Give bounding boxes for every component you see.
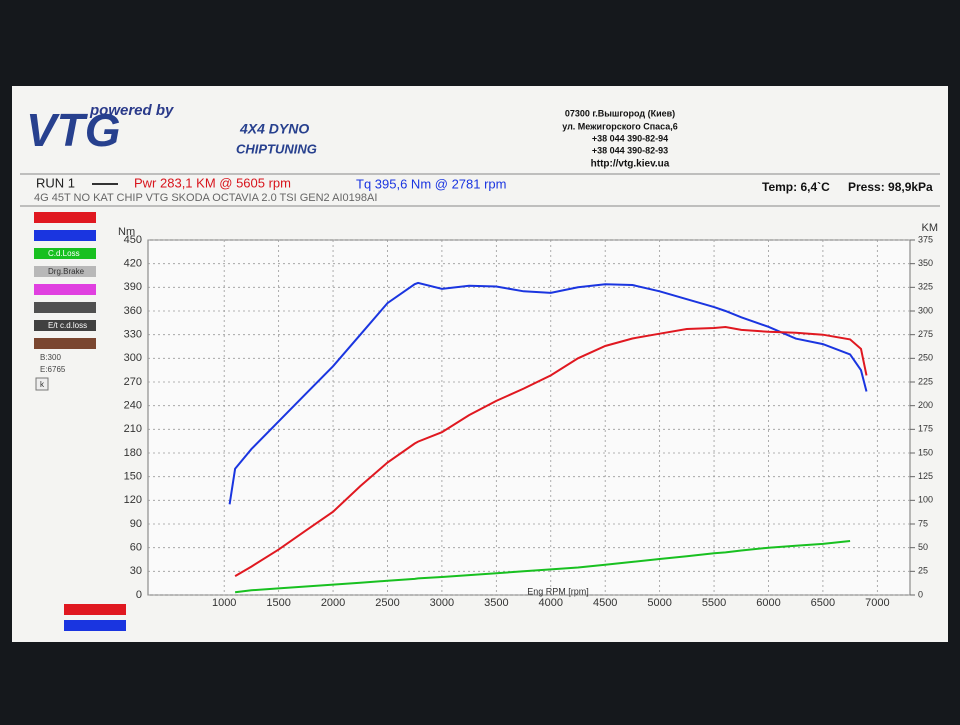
x-tick-label: 5500 — [702, 597, 726, 609]
channel[interactable] — [34, 338, 96, 349]
channel-label: E/t c.d.loss — [48, 321, 87, 330]
y-tick-label: 450 — [124, 234, 142, 246]
run-description: 4G 45T NO KAT CHIP VTG SKODA OCTAVIA 2.0… — [34, 192, 377, 204]
x-tick-label: 6500 — [811, 597, 835, 609]
button[interactable] — [35, 377, 49, 391]
y2-tick-label: 275 — [918, 329, 933, 339]
brand: VTG — [26, 104, 121, 156]
y2-tick-label: 250 — [918, 353, 933, 363]
y-tick-label: 270 — [124, 376, 142, 388]
y2-tick-label: 350 — [918, 258, 933, 268]
begin-rpm: B:300 — [40, 353, 61, 362]
x-tick-label: 4500 — [593, 597, 617, 609]
y2-tick-label: 75 — [918, 518, 928, 528]
x-axis-label: Eng RPM [rpm] — [527, 586, 589, 596]
series-line — [234, 540, 851, 594]
y-tick-label: 60 — [130, 542, 142, 554]
x-tick-label: 2000 — [321, 597, 345, 609]
series-line — [234, 325, 868, 577]
x-tick-label: 3500 — [484, 597, 508, 609]
y2-tick-label: 200 — [918, 400, 933, 410]
channel[interactable] — [34, 266, 96, 277]
channel[interactable] — [34, 284, 96, 295]
x-tick-label: 3000 — [430, 597, 454, 609]
x-tick-label: 7000 — [865, 597, 889, 609]
y-tick-label: 0 — [136, 589, 142, 601]
run-torque: Tq 395,6 Nm @ 2781 rpm — [356, 176, 506, 191]
y2-tick-label: 50 — [918, 542, 928, 552]
address: +38 044 390-82-93 — [592, 145, 668, 155]
x-tick-label: 1500 — [266, 597, 290, 609]
channel[interactable] — [34, 248, 96, 259]
y2-tick-label: 375 — [918, 234, 933, 244]
channel-label: C.d.Loss — [48, 249, 80, 258]
y-tick-label: 120 — [124, 494, 142, 506]
address: +38 044 390-82-94 — [592, 133, 668, 143]
run-name: RUN 1 — [36, 175, 75, 190]
channel[interactable] — [34, 302, 96, 313]
y-tick-label: 150 — [124, 471, 142, 483]
y2-tick-label: 225 — [918, 376, 933, 386]
y-tick-label: 180 — [124, 447, 142, 459]
legend-swatch[interactable] — [64, 604, 126, 615]
y2-tick-label: 150 — [918, 447, 933, 457]
legend-swatch[interactable] — [64, 620, 126, 631]
series-line — [228, 281, 868, 505]
y2-tick-label: 175 — [918, 424, 933, 434]
x-tick-label: 6000 — [756, 597, 780, 609]
address: http://vtg.kiev.ua — [591, 159, 670, 170]
y2-axis-label: KM — [922, 222, 939, 234]
address: ул. Межигорского Спаса,6 — [562, 121, 678, 131]
side-panel: C.d.Loss Drg.Brake E/t c.d.loss B:300 E:… — [34, 212, 126, 631]
x-tick-label: 2500 — [375, 597, 399, 609]
channel-label: Drg.Brake — [48, 267, 85, 276]
y-tick-label: 30 — [130, 565, 142, 577]
y-tick-label: 300 — [124, 352, 142, 364]
channel[interactable] — [34, 212, 96, 223]
temperature: Temp: 6,4`C — [762, 180, 830, 194]
y-tick-label: 240 — [124, 400, 142, 412]
y2-tick-label: 125 — [918, 471, 933, 481]
y-tick-label: 420 — [124, 258, 142, 270]
y-tick-label: 90 — [130, 518, 142, 530]
address: 07300 г.Вышгород (Киев) — [565, 108, 675, 118]
button-label: k — [40, 380, 45, 389]
y2-tick-label: 300 — [918, 305, 933, 315]
y-axis-label: Nm — [118, 226, 135, 238]
service: CHIPTUNING — [236, 141, 317, 156]
y-tick-label: 360 — [124, 305, 142, 317]
y-tick-label: 330 — [124, 329, 142, 341]
y2-tick-label: 25 — [918, 566, 928, 576]
tagline: powered by — [89, 102, 174, 119]
end-rpm: E:6765 — [40, 365, 66, 374]
x-tick-label: 1000 — [212, 597, 236, 609]
product: 4X4 DYNO — [239, 121, 309, 137]
x-tick-label: 4000 — [539, 597, 563, 609]
y2-tick-label: 325 — [918, 282, 933, 292]
y2-tick-label: 0 — [918, 589, 923, 599]
plot-area — [147, 239, 911, 596]
run-power: Pwr 283,1 KM @ 5605 rpm — [134, 175, 291, 190]
x-tick-label: 5000 — [647, 597, 671, 609]
pressure: Press: 98,9kPa — [848, 180, 933, 194]
y-tick-label: 390 — [124, 281, 142, 293]
y-tick-label: 210 — [124, 423, 142, 435]
channel[interactable] — [34, 320, 96, 331]
y2-tick-label: 100 — [918, 495, 933, 505]
channel[interactable] — [34, 230, 96, 241]
